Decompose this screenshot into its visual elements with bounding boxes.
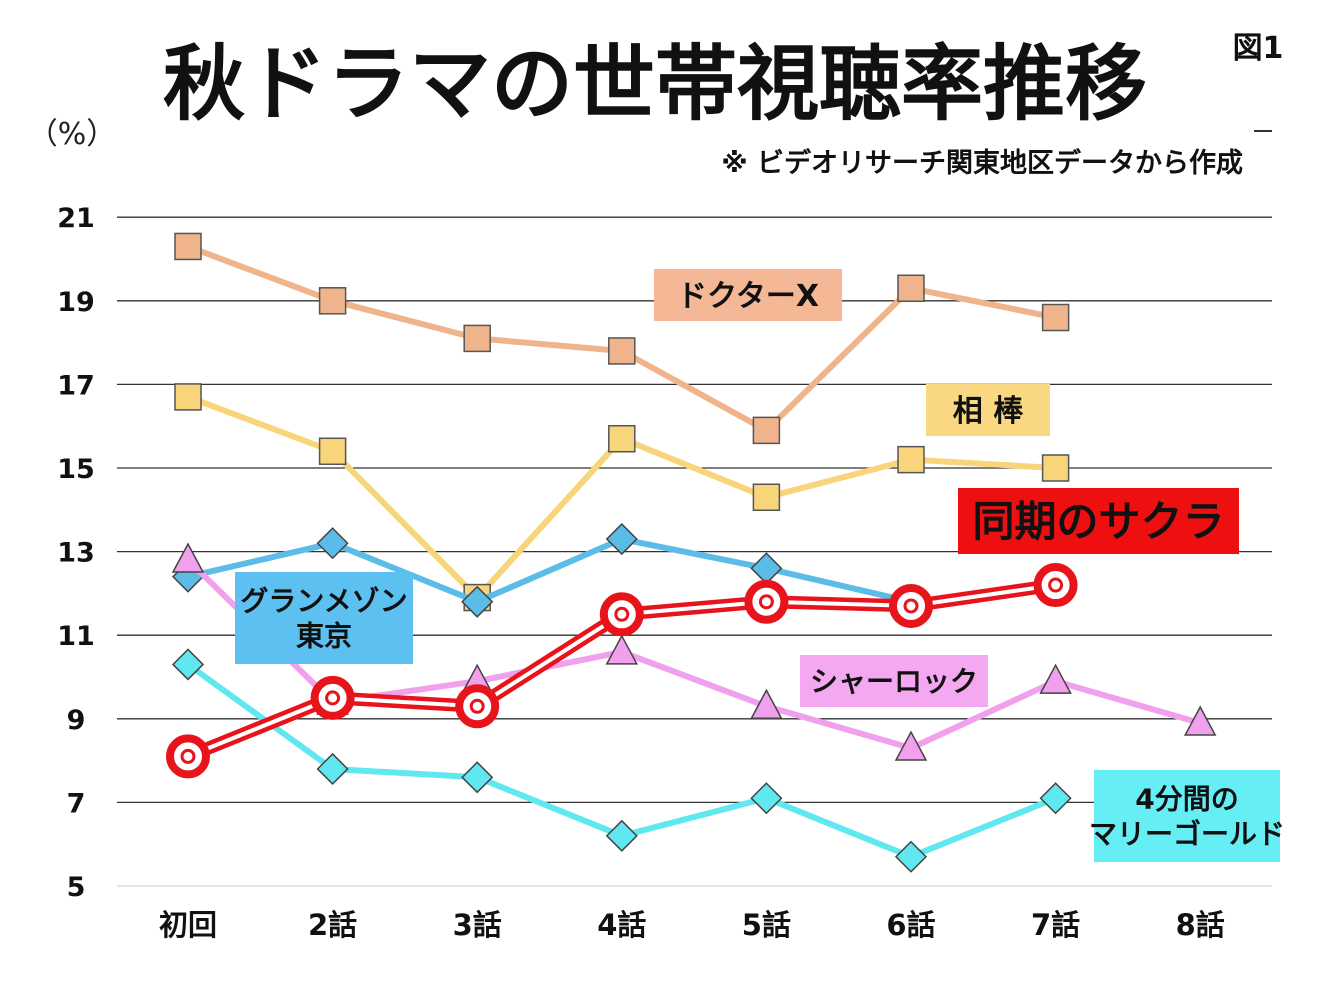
data-point (316, 752, 349, 786)
data-point (171, 648, 205, 681)
y-tick-label: 19 (57, 287, 95, 318)
series-label-text: ドクターX (677, 279, 819, 314)
data-point (599, 592, 644, 637)
series-label-text: 相 棒 (953, 394, 1024, 429)
data-point (750, 782, 783, 815)
series-label-box (958, 488, 1239, 554)
series-layer (166, 232, 1217, 873)
series-label-box (800, 655, 988, 707)
series-5 (166, 563, 1078, 779)
y-tick-label: 9 (67, 705, 86, 736)
data-point (608, 337, 636, 365)
series-label-text: 4分間の (1135, 783, 1238, 816)
series-1 (174, 383, 1070, 612)
series-0 (174, 232, 1070, 445)
data-point (894, 840, 928, 873)
x-tick-label: 5話 (742, 908, 791, 942)
y-tick-label: 11 (57, 621, 95, 652)
series-label-5: 同期のサクラ (958, 488, 1239, 554)
series-label-box (1094, 770, 1280, 862)
data-point (750, 688, 783, 720)
data-point (752, 416, 781, 445)
x-tick-label: 3話 (453, 908, 502, 942)
data-point (1039, 782, 1072, 815)
data-point (171, 542, 205, 573)
data-point (1183, 705, 1217, 736)
x-tick-label: 7話 (1031, 908, 1080, 942)
data-point (318, 287, 347, 315)
series-label-box (926, 384, 1050, 436)
data-point (318, 437, 347, 466)
y-tick-label: 15 (57, 454, 95, 485)
data-point (894, 730, 928, 761)
data-point (316, 527, 349, 560)
data-point (461, 585, 494, 618)
series-label-text: 東京 (296, 620, 352, 653)
series-label-text: シャーロック (810, 665, 978, 698)
series-label-0: ドクターX (654, 269, 842, 321)
x-tick-label: 2話 (308, 908, 357, 942)
x-tick-label: 8話 (1176, 908, 1225, 942)
data-point (310, 675, 355, 720)
data-point (455, 684, 500, 729)
series-label-1: 相 棒 (926, 384, 1050, 436)
data-point (174, 232, 202, 261)
y-tick-label: 7 (67, 788, 86, 819)
series-label-box (654, 269, 842, 321)
x-tick-label: 6話 (886, 908, 935, 942)
data-point (605, 634, 639, 665)
data-point (605, 522, 638, 556)
data-point (889, 583, 933, 628)
series-4 (171, 648, 1072, 873)
data-point (1041, 303, 1070, 332)
data-point (608, 424, 636, 453)
y-tick-label: 17 (57, 370, 95, 401)
data-point (463, 324, 491, 353)
data-point (461, 761, 494, 794)
series-label-text: マリーゴールド (1089, 818, 1285, 851)
data-point (1039, 663, 1072, 694)
data-point (166, 734, 210, 779)
y-tick-label: 21 (57, 203, 95, 234)
series-label-text: グランメゾン (240, 585, 407, 618)
x-tick-label: 4話 (597, 908, 646, 942)
x-tick-label: 初回 (159, 908, 217, 942)
data-point (752, 483, 781, 512)
data-point (744, 579, 789, 624)
y-tick-label: 13 (57, 538, 95, 569)
data-point (1033, 563, 1078, 608)
data-point (897, 445, 925, 474)
y-axis-ticks: 5 7 9 11 13 15 17 19 21 (57, 203, 95, 903)
data-point (1041, 454, 1070, 482)
series-label-3: シャーロック (800, 655, 988, 707)
y-axis-unit: （%） (28, 117, 117, 152)
series-label-text: 同期のサクラ (972, 497, 1224, 546)
source-note: ※ ビデオリサーチ関東地区データから作成 (721, 147, 1243, 179)
x-axis-ticks: 初回 2話 3話 4話 5話 6話 7話 8話 (159, 908, 1225, 942)
data-point (605, 819, 638, 852)
series-label-box (235, 572, 413, 664)
data-point (897, 274, 925, 303)
chart-title: 秋ドラマの世帯視聴率推移 (163, 37, 1147, 132)
y-tick-label: 5 (67, 872, 86, 903)
figure-label: 図1 (1233, 31, 1284, 66)
data-point (750, 552, 783, 585)
data-point (174, 383, 202, 411)
series-line (187, 536, 912, 605)
